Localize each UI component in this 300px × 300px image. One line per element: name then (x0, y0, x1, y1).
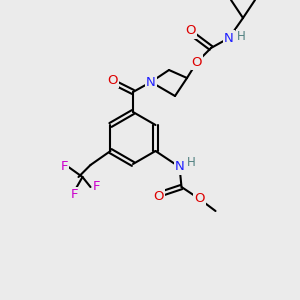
Text: O: O (192, 56, 202, 68)
Text: O: O (108, 74, 118, 86)
Text: O: O (186, 25, 196, 38)
Text: H: H (237, 29, 245, 43)
Text: N: N (146, 76, 156, 88)
Text: H: H (187, 157, 196, 169)
Text: O: O (194, 193, 205, 206)
Text: N: N (175, 160, 184, 173)
Text: N: N (224, 32, 234, 44)
Text: O: O (153, 190, 164, 202)
Text: F: F (93, 181, 100, 194)
Text: F: F (61, 160, 68, 173)
Text: F: F (71, 188, 78, 202)
